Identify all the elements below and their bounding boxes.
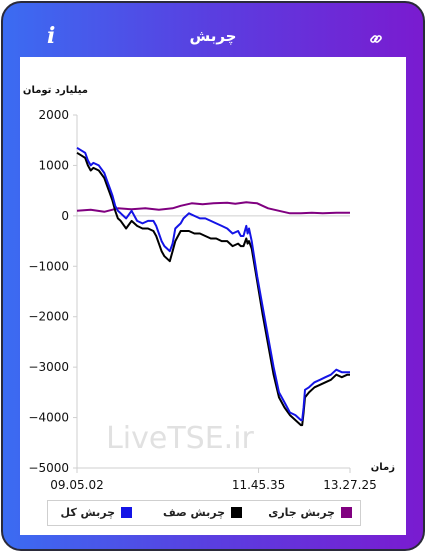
x-tick-label: 11.45.35 xyxy=(232,478,285,492)
legend-label-queue: چربش صف xyxy=(162,506,225,519)
legend: چربش جاری چربش صف چربش کل xyxy=(47,500,361,526)
legend-swatch-current xyxy=(341,507,352,518)
y-tick-label: 0 xyxy=(61,209,69,223)
legend-swatch-total xyxy=(121,507,132,518)
y-tick-label: −5000 xyxy=(28,461,69,475)
series-total-line xyxy=(76,146,350,422)
x-axis-title: زمان xyxy=(371,462,395,473)
legend-label-total: چربش کل xyxy=(60,506,116,519)
card-title: چربش xyxy=(189,27,237,45)
y-tick-label: −3000 xyxy=(28,360,69,374)
y-tick-label: −2000 xyxy=(28,310,69,324)
y-tick-label: −1000 xyxy=(28,259,69,273)
legend-item-total[interactable]: چربش کل xyxy=(60,506,132,519)
legend-label-current: چربش جاری xyxy=(268,506,335,519)
legend-item-queue[interactable]: چربش صف xyxy=(163,506,242,519)
watermark: LiveTSE.ir xyxy=(106,421,254,456)
series-queue-line xyxy=(76,151,350,427)
y-tick-label: 1000 xyxy=(38,158,69,172)
info-icon[interactable]: i xyxy=(47,23,56,49)
y-axis-title: میلیارد تومان xyxy=(23,85,88,96)
y-tick-label: −4000 xyxy=(28,411,69,425)
card-header: i چربش xyxy=(3,3,423,57)
legend-swatch-queue xyxy=(231,507,242,518)
x-tick-label: 09.05.02 xyxy=(50,478,103,492)
x-tick-label: 13.27.25 xyxy=(323,478,376,492)
chart-panel xyxy=(20,57,406,535)
legend-item-current[interactable]: چربش جاری xyxy=(268,506,352,519)
link-icon[interactable] xyxy=(369,31,383,50)
y-tick-label: 2000 xyxy=(38,108,69,122)
series-current-line xyxy=(76,201,350,215)
